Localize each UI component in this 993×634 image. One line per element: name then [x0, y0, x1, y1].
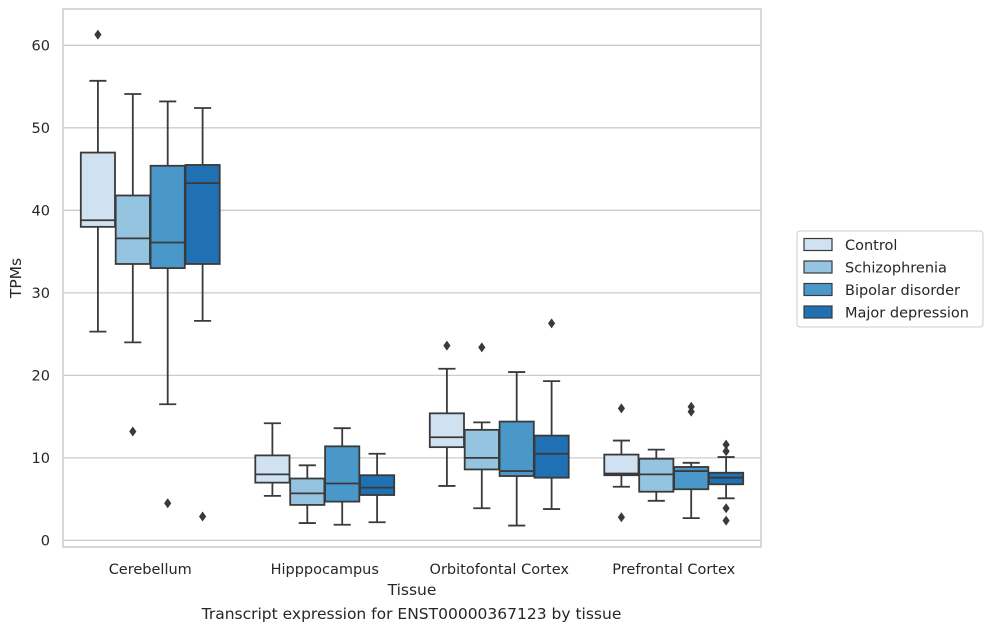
box-group: [254, 422, 291, 497]
box-iqr: [359, 474, 396, 496]
y-tick-label: 0: [41, 533, 50, 549]
box-group: [428, 340, 465, 487]
box-groups: [79, 29, 745, 527]
outlier-point: [94, 29, 102, 40]
outlier-point: [164, 498, 172, 509]
box-iqr: [184, 164, 221, 265]
box-group: [463, 342, 500, 510]
box-iqr: [149, 164, 186, 269]
y-tick-label: 10: [32, 451, 50, 467]
box-iqr: [498, 420, 535, 477]
box-iqr: [289, 477, 326, 506]
y-tick-label: 60: [32, 38, 50, 54]
box-group: [708, 439, 745, 526]
box-group: [184, 107, 221, 522]
box-iqr: [603, 453, 640, 477]
box-iqr: [324, 445, 361, 503]
box-iqr: [114, 194, 151, 265]
box-group: [114, 93, 151, 437]
box-iqr: [428, 412, 465, 449]
box-iqr: [79, 151, 116, 228]
box-group: [149, 100, 186, 509]
outlier-point: [722, 503, 730, 514]
y-tick-label: 50: [32, 121, 50, 137]
box-group: [289, 464, 326, 524]
outlier-point: [722, 446, 730, 457]
outlier-point: [722, 515, 730, 526]
y-tick-label: 20: [32, 368, 50, 384]
legend-label: Major depression: [845, 306, 969, 322]
box-group: [498, 371, 535, 527]
box-group: [533, 318, 570, 510]
legend-swatch: [803, 305, 833, 319]
y-tick-label: 30: [32, 286, 50, 302]
outlier-point: [722, 439, 730, 450]
legend-swatch: [803, 282, 833, 297]
x-tick-label: Prefrontal Cortex: [612, 562, 735, 578]
outlier-point: [129, 426, 137, 437]
chart-caption: Transcript expression for ENST0000036712…: [201, 605, 622, 623]
box-iqr: [254, 454, 291, 484]
legend-swatch: [803, 237, 833, 252]
box-group: [79, 29, 116, 333]
outlier-point: [617, 512, 625, 523]
x-tick-label: Cerebellum: [109, 562, 192, 578]
legend-label: Schizophrenia: [845, 261, 947, 277]
box-iqr: [533, 434, 570, 479]
plot-frame: [62, 8, 762, 548]
box-group: [324, 427, 361, 526]
legend-label: Control: [845, 238, 897, 254]
outlier-point: [478, 342, 486, 353]
outlier-point: [617, 403, 625, 414]
legend: Control Schizophrenia Bipolar disorder Majo…: [796, 230, 984, 328]
y-tick-label: 40: [32, 203, 50, 219]
x-tick-label: Hipppocampus: [271, 562, 379, 578]
y-axis-label: TPMs: [7, 258, 25, 299]
y-tick-labels: 0 10 20 30 40 50 60: [32, 38, 50, 549]
box-iqr: [463, 428, 500, 471]
legend-frame: [796, 230, 984, 328]
outlier-point: [548, 318, 556, 329]
x-tick-label: Orbitofontal Cortex: [430, 562, 570, 578]
box-group: [673, 401, 710, 520]
box-group: [359, 452, 396, 524]
x-tick-labels: Cerebellum Hipppocampus Orbitofontal Corte…: [109, 562, 736, 578]
outlier-point: [687, 406, 695, 417]
legend-label: Bipolar disorder: [845, 283, 960, 299]
outlier-point: [443, 340, 451, 351]
legend-swatch: [803, 260, 833, 274]
box-group: [603, 403, 640, 523]
outlier-point: [199, 511, 207, 522]
x-axis-label: Tissue: [387, 581, 437, 599]
